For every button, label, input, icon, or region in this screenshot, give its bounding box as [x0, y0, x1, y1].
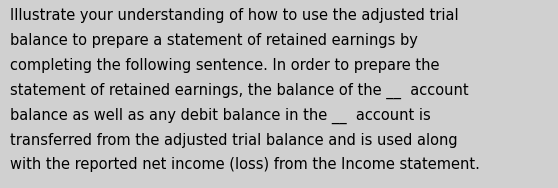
Text: Illustrate your understanding of how to use the adjusted trial: Illustrate your understanding of how to … [10, 8, 459, 24]
Text: balance to prepare a statement of retained earnings by: balance to prepare a statement of retain… [10, 33, 418, 48]
Text: completing the following sentence. In order to prepare the: completing the following sentence. In or… [10, 58, 440, 73]
Text: statement of retained earnings, the balance of the __  account: statement of retained earnings, the bala… [10, 83, 469, 99]
Text: with the reported net income (loss) from the Income statement.: with the reported net income (loss) from… [10, 157, 480, 172]
Text: balance as well as any debit balance in the __  account is: balance as well as any debit balance in … [10, 108, 431, 124]
Text: transferred from the adjusted trial balance and is used along: transferred from the adjusted trial bala… [10, 133, 458, 148]
